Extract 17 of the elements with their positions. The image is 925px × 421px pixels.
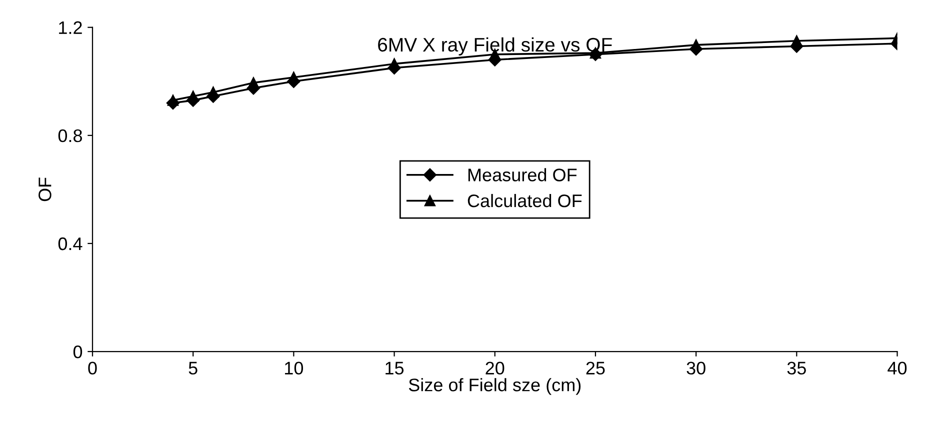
x-tick-label: 0 (88, 362, 97, 375)
x-tick-label: 5 (188, 362, 198, 375)
y-tick-label: 0.4 (58, 237, 82, 250)
y-tick-label: 0.8 (58, 129, 82, 142)
legend-label: Measured OF (468, 168, 577, 182)
x-tick-label: 35 (787, 362, 806, 375)
x-tick-label: 40 (888, 362, 907, 375)
x-tick-label: 25 (586, 362, 605, 375)
legend-label: Calculated OF (468, 194, 582, 208)
x-tick-label: 15 (386, 362, 404, 375)
x-axis-title: Size of Field sze (cm) (408, 378, 581, 395)
y-tick-label: 1.2 (59, 21, 82, 34)
y-axis-title: OF (38, 178, 52, 202)
x-tick-label: 20 (486, 362, 504, 375)
y-tick-label: 0 (73, 345, 82, 358)
x-tick-label: 10 (285, 362, 304, 375)
x-tick-label: 30 (686, 362, 706, 375)
